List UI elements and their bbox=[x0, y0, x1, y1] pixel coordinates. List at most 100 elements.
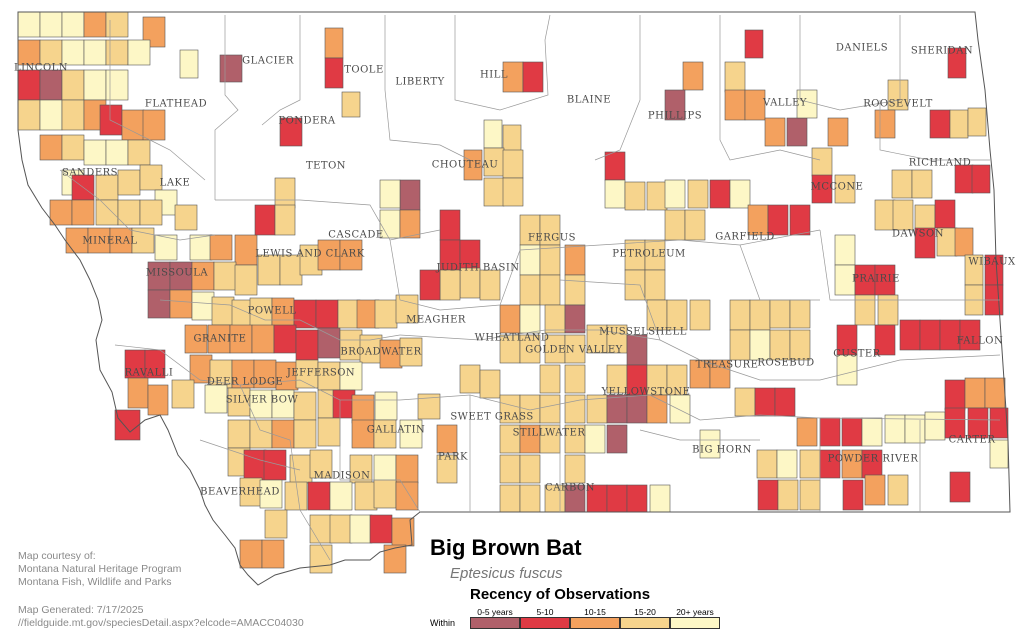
county-label: FALLON bbox=[956, 335, 1004, 347]
observation-cell bbox=[544, 304, 566, 334]
observation-cell bbox=[189, 234, 213, 261]
observation-cell bbox=[263, 449, 287, 481]
observation-cell bbox=[83, 139, 107, 166]
observation-cell bbox=[251, 324, 275, 354]
observation-cell bbox=[419, 269, 441, 301]
observation-cell bbox=[339, 239, 363, 271]
observation-cell bbox=[105, 69, 129, 101]
county-label: SHERIDAN bbox=[910, 45, 974, 57]
observation-cell bbox=[522, 61, 544, 93]
observation-cell bbox=[874, 109, 896, 139]
observation-cell bbox=[624, 181, 646, 211]
observation-cell bbox=[892, 199, 914, 231]
observation-cell bbox=[564, 244, 586, 276]
observation-cell bbox=[519, 274, 541, 306]
legend-item-20-plus: 20+ years bbox=[670, 607, 720, 629]
observation-cell bbox=[142, 16, 166, 48]
observation-cell bbox=[171, 379, 195, 409]
observation-cell bbox=[105, 139, 129, 166]
observation-cell bbox=[309, 514, 333, 544]
observation-cell bbox=[744, 89, 766, 121]
county-label: TETON bbox=[305, 160, 347, 172]
observation-cell bbox=[874, 324, 896, 356]
county-label: JEFFERSON bbox=[286, 367, 356, 379]
county-label: PETROLEUM bbox=[612, 248, 686, 260]
county-label: GOLDEN VALLEY bbox=[525, 344, 623, 356]
observation-cell bbox=[261, 539, 285, 569]
observation-cell bbox=[854, 294, 876, 326]
observation-cell bbox=[399, 337, 423, 367]
observation-cell bbox=[373, 479, 397, 509]
observation-cell bbox=[499, 454, 521, 484]
observation-cell bbox=[264, 509, 288, 539]
observation-cell bbox=[967, 107, 987, 137]
observation-cell bbox=[147, 289, 171, 319]
observation-cell bbox=[351, 394, 375, 424]
observation-cell bbox=[395, 454, 419, 484]
legend-item-10-15: 10-15 bbox=[570, 607, 620, 629]
observation-cell bbox=[329, 514, 353, 544]
county-label: BLAINE bbox=[566, 94, 612, 106]
observation-cell bbox=[502, 149, 524, 179]
observation-cell bbox=[373, 419, 397, 449]
observation-cell bbox=[83, 39, 107, 66]
observation-cell bbox=[131, 227, 155, 254]
observation-cell bbox=[664, 179, 686, 209]
county-label: SANDERS bbox=[61, 167, 119, 179]
observation-cell bbox=[417, 393, 441, 420]
observation-cell bbox=[919, 319, 941, 351]
legend-label: 15-20 bbox=[634, 607, 656, 617]
county-label: FLATHEAD bbox=[144, 98, 208, 110]
observation-cell bbox=[95, 199, 119, 226]
observation-cell bbox=[964, 377, 986, 409]
observation-cell bbox=[99, 104, 123, 136]
observation-cell bbox=[127, 139, 151, 166]
observation-cell bbox=[827, 117, 849, 147]
county-label: YELLOWSTONE bbox=[601, 386, 691, 398]
observation-cell bbox=[699, 429, 721, 459]
county-label: ROOSEVELT bbox=[863, 98, 933, 110]
observation-cell bbox=[757, 479, 779, 511]
observation-cell bbox=[39, 39, 63, 66]
county-label: CARTER bbox=[948, 434, 996, 446]
observation-cell bbox=[49, 199, 73, 226]
observation-cell bbox=[479, 269, 501, 301]
legend-label: 5-10 bbox=[536, 607, 554, 617]
county-label: SWEET GRASS bbox=[450, 411, 534, 423]
observation-cell bbox=[626, 334, 648, 366]
observation-cell bbox=[842, 479, 864, 511]
observation-cell bbox=[944, 379, 966, 411]
observation-cell bbox=[174, 204, 198, 231]
observation-cell bbox=[274, 177, 296, 209]
county-label: STILLWATER bbox=[512, 427, 586, 439]
observation-cell bbox=[463, 149, 483, 181]
observation-cell bbox=[61, 11, 85, 38]
observation-cell bbox=[39, 11, 63, 38]
observation-cell bbox=[604, 151, 626, 181]
county-label: SILVER BOW bbox=[225, 394, 299, 406]
observation-cell bbox=[39, 134, 63, 161]
observation-cell bbox=[191, 291, 215, 321]
observation-cell bbox=[539, 394, 561, 424]
observation-cell bbox=[213, 261, 237, 291]
observation-cell bbox=[747, 204, 769, 236]
observation-cell bbox=[971, 164, 991, 194]
legend-label: 20+ years bbox=[676, 607, 714, 617]
county-label: PHILLIPS bbox=[647, 110, 703, 122]
observation-cell bbox=[841, 417, 863, 447]
observation-cell bbox=[954, 164, 974, 194]
observation-cell bbox=[257, 254, 281, 286]
county-label: BROADWATER bbox=[340, 346, 422, 358]
observation-cell bbox=[436, 424, 458, 454]
observation-cell bbox=[989, 407, 1009, 439]
observation-cell bbox=[564, 454, 586, 484]
observation-cell bbox=[729, 299, 751, 331]
legend-title: Recency of Observations bbox=[470, 586, 651, 603]
county-label: VALLEY bbox=[763, 97, 807, 109]
observation-cell bbox=[211, 296, 235, 326]
county-label: CARBON bbox=[545, 482, 595, 494]
observation-cell bbox=[105, 11, 129, 38]
observation-cell bbox=[483, 177, 505, 207]
observation-cell bbox=[769, 299, 791, 329]
